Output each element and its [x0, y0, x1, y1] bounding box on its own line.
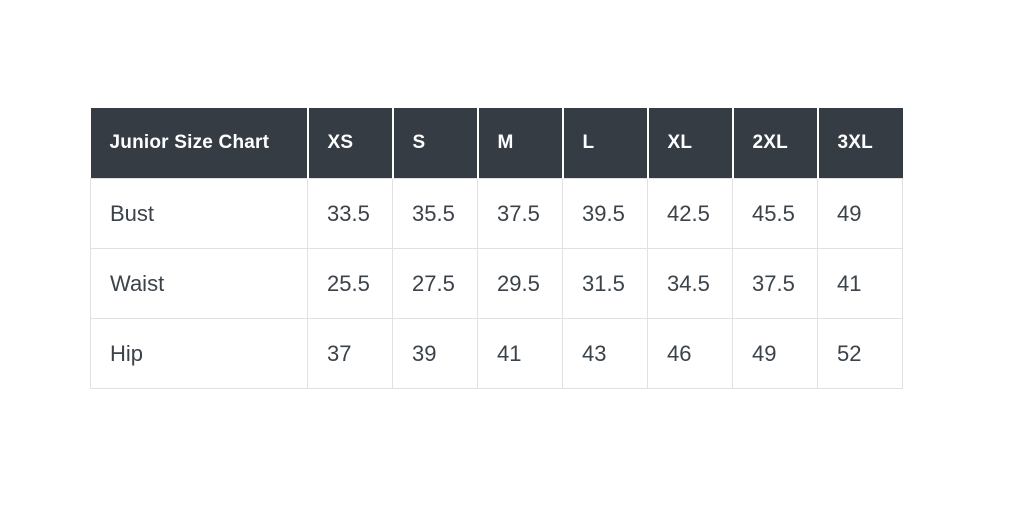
cell-bust-m: 37.5	[477, 178, 563, 249]
cell-waist-m: 29.5	[477, 248, 563, 319]
cell-hip-xs: 37	[307, 318, 393, 389]
size-chart-table: Junior Size Chart XS S M L XL 2XL 3XL Bu…	[90, 108, 903, 389]
cell-bust-xs: 33.5	[307, 178, 393, 249]
row-label-hip: Hip	[90, 318, 308, 389]
cell-waist-l: 31.5	[562, 248, 648, 319]
cell-hip-3xl: 52	[817, 318, 903, 389]
column-header-l: L	[561, 108, 648, 179]
column-header-xl: XL	[646, 108, 733, 179]
row-label-waist: Waist	[90, 248, 308, 319]
table-row-waist: Waist 25.5 27.5 29.5 31.5 34.5 37.5 41	[90, 248, 903, 319]
cell-hip-2xl: 49	[732, 318, 818, 389]
cell-hip-m: 41	[477, 318, 563, 389]
cell-bust-s: 35.5	[392, 178, 478, 249]
cell-bust-xl: 42.5	[647, 178, 733, 249]
cell-hip-l: 43	[562, 318, 648, 389]
column-header-m: M	[476, 108, 563, 179]
table-row-bust: Bust 33.5 35.5 37.5 39.5 42.5 45.5 49	[90, 178, 903, 249]
cell-bust-2xl: 45.5	[732, 178, 818, 249]
column-header-xs: XS	[306, 108, 393, 179]
column-header-2xl: 2XL	[731, 108, 818, 179]
table-row-hip: Hip 37 39 41 43 46 49 52	[90, 318, 903, 389]
cell-waist-3xl: 41	[817, 248, 903, 319]
column-header-s: S	[391, 108, 478, 179]
column-header-3xl: 3XL	[816, 108, 903, 179]
cell-bust-l: 39.5	[562, 178, 648, 249]
cell-waist-xl: 34.5	[647, 248, 733, 319]
cell-waist-2xl: 37.5	[732, 248, 818, 319]
row-label-bust: Bust	[90, 178, 308, 249]
cell-waist-xs: 25.5	[307, 248, 393, 319]
cell-hip-xl: 46	[647, 318, 733, 389]
cell-bust-3xl: 49	[817, 178, 903, 249]
cell-hip-s: 39	[392, 318, 478, 389]
table-header-row: Junior Size Chart XS S M L XL 2XL 3XL	[90, 108, 903, 179]
table-title: Junior Size Chart	[90, 108, 308, 179]
cell-waist-s: 27.5	[392, 248, 478, 319]
